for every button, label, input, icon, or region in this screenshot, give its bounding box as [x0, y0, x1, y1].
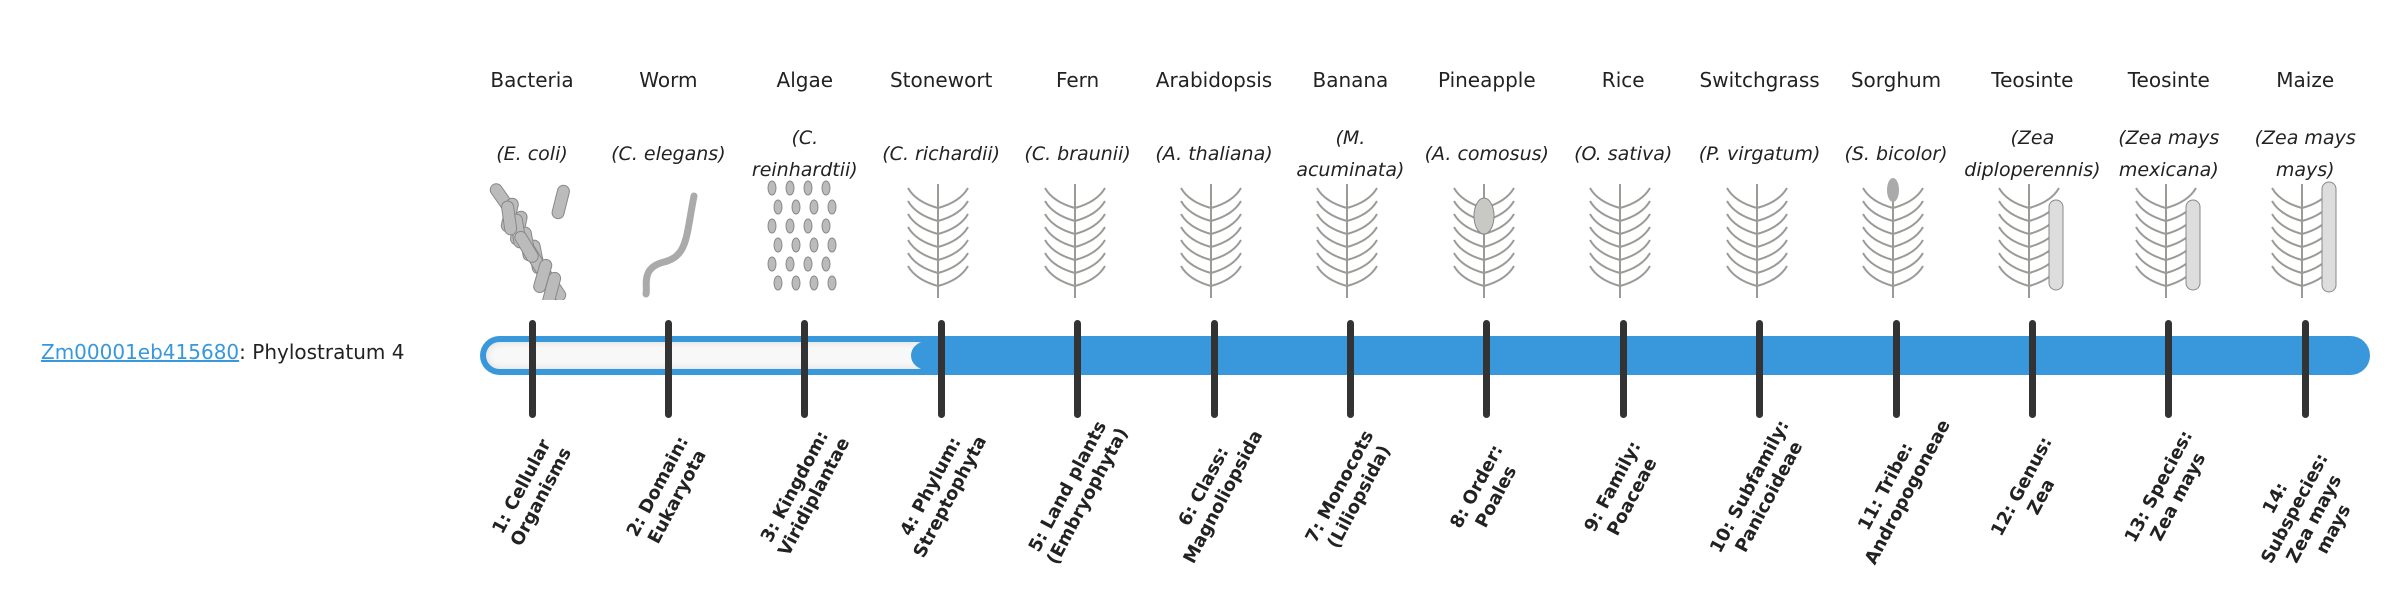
- organism-name: Rice: [1601, 68, 1645, 92]
- worm-icon: [600, 176, 736, 302]
- stratum-label: 12: Genus: Zea: [1987, 433, 2060, 540]
- stratum-tick: [528, 320, 536, 418]
- stratum-label: 5: Land plants (Embryophyta): [1024, 417, 1133, 569]
- phylostratum-text: : Phylostratum 4: [239, 340, 405, 364]
- organism-species: (O. sativa): [1555, 122, 1691, 186]
- organism-name: Maize: [2276, 68, 2335, 92]
- gene-label: Zm00001eb415680: Phylostratum 4: [41, 340, 404, 364]
- stratum-label: 10: Subfamily: Panicoideae: [1705, 416, 1807, 557]
- organism-species: (C. elegans): [600, 122, 736, 186]
- teosinte-icon: [1964, 176, 2100, 302]
- organism-species: (C. richardii): [873, 122, 1009, 186]
- stratum-label: 14: Subspecies: Zea mays mays: [2257, 450, 2356, 568]
- species-text: (O. sativa): [1574, 143, 1673, 165]
- banana-icon: [1282, 176, 1418, 302]
- stratum-tick: [937, 320, 945, 418]
- organism-species: (Zea mays mays): [2237, 122, 2373, 186]
- stratum-label: 3: Kingdom: Viridiplantae: [756, 427, 855, 560]
- species-text: (C. elegans): [611, 143, 726, 165]
- species-text: (Zea diploperennis): [1964, 127, 2101, 181]
- stratum-tick: [2165, 320, 2173, 418]
- stratum-label: 9: Family: Poaceae: [1580, 437, 1662, 540]
- stratum-label: 7: Monocots (Liliopsida): [1301, 427, 1396, 553]
- pineapple-icon: [1419, 176, 1555, 302]
- stratum-tick: [1210, 320, 1218, 418]
- stratum-tick: [664, 320, 672, 418]
- gene-link[interactable]: Zm00001eb415680: [41, 340, 240, 364]
- organism-name: Stonewort: [889, 68, 993, 92]
- organism-name: Arabidopsis: [1155, 68, 1273, 92]
- organism-name: Algae: [776, 68, 834, 92]
- phylostratum-bar: [480, 336, 2370, 375]
- organism-name: Teosinte: [2127, 68, 2210, 92]
- teosinte-icon: [2101, 176, 2237, 302]
- algae-icon: [737, 176, 873, 302]
- organism-name: Banana: [1312, 68, 1389, 92]
- organism-name: Fern: [1055, 68, 1100, 92]
- species-text: (Zea mays mexicana): [2118, 127, 2220, 181]
- stratum-label: 4: Phylum: Streptophyta: [896, 432, 992, 562]
- stratum-tick: [1756, 320, 1764, 418]
- organism-species: (C. reinhardtii): [737, 122, 873, 186]
- sorghum-icon: [1828, 176, 1964, 302]
- species-text: (M. acuminata): [1296, 127, 1405, 181]
- stratum-tick: [2301, 320, 2309, 418]
- species-text: (A. thaliana): [1155, 143, 1273, 165]
- organism-species: (A. comosus): [1419, 122, 1555, 186]
- maize-icon: [2237, 176, 2373, 302]
- organism-name: Switchgrass: [1699, 68, 1820, 92]
- organism-species: (S. bicolor): [1828, 122, 1964, 186]
- organism-species: (C. braunii): [1010, 122, 1146, 186]
- species-text: (Zea mays mays): [2254, 127, 2356, 181]
- fern-icon: [1010, 176, 1146, 302]
- stratum-label: 1: Cellular Organisms: [488, 435, 576, 550]
- stratum-tick: [1346, 320, 1354, 418]
- rice-icon: [1555, 176, 1691, 302]
- stratum-label: 11: Tribe: Andropogoneae: [1854, 416, 1955, 569]
- species-text: (A. comosus): [1424, 143, 1549, 165]
- stratum-tick: [2028, 320, 2036, 418]
- organism-species: (Zea diploperennis): [1964, 122, 2100, 186]
- organism-species: (P. virgatum): [1692, 122, 1828, 186]
- switchgrass-icon: [1692, 176, 1828, 302]
- stratum-label: 8: Order: Poales: [1445, 441, 1522, 532]
- bar-filled-segment: [911, 342, 2364, 369]
- organism-name: Sorghum: [1850, 68, 1942, 92]
- organism-name: Teosinte: [1991, 68, 2074, 92]
- organism-name: Worm: [639, 68, 698, 92]
- stonewort-icon: [873, 176, 1009, 302]
- stratum-tick: [801, 320, 809, 418]
- species-text: (C. richardii): [882, 143, 1001, 165]
- stratum-tick: [1619, 320, 1627, 418]
- arabidopsis-icon: [1146, 176, 1282, 302]
- species-text: (C. reinhardtii): [751, 127, 858, 181]
- organism-name: Pineapple: [1437, 68, 1536, 92]
- stratum-tick: [1483, 320, 1491, 418]
- organism-species: (E. coli): [464, 122, 600, 186]
- organism-species: (A. thaliana): [1146, 122, 1282, 186]
- species-text: (P. virgatum): [1698, 143, 1821, 165]
- bacteria-icon: [464, 176, 600, 302]
- species-text: (S. bicolor): [1844, 143, 1948, 165]
- stratum-label: 13: Species: Zea mays: [2120, 427, 2210, 547]
- stratum-label: 6: Class: Magnoliopsida: [1174, 426, 1268, 568]
- bar-empty-segment: [486, 342, 932, 369]
- organism-species: (M. acuminata): [1282, 122, 1418, 186]
- organism-species: (Zea mays mexicana): [2101, 122, 2237, 186]
- stratum-label: 2: Domain: Eukaryota: [623, 432, 712, 548]
- stratum-tick: [1892, 320, 1900, 418]
- organism-name: Bacteria: [490, 68, 574, 92]
- species-text: (C. braunii): [1024, 143, 1131, 165]
- stratum-tick: [1074, 320, 1082, 418]
- species-text: (E. coli): [496, 143, 568, 165]
